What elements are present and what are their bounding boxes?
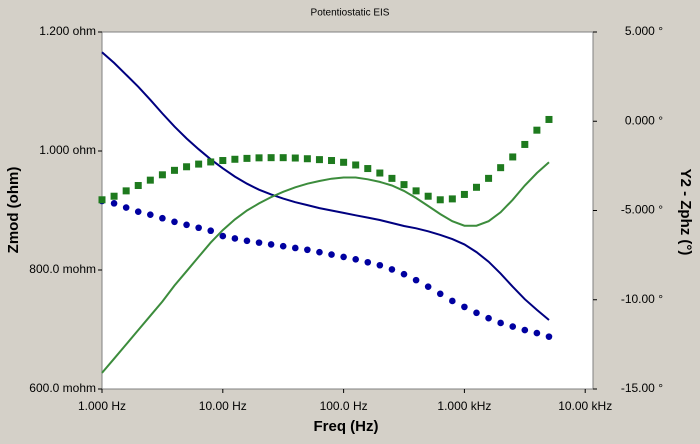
x-tick-label: 1.000 kHz: [437, 399, 491, 413]
y2-tick-label: -10.00 °: [621, 292, 663, 306]
square-marker: [509, 153, 517, 161]
x-tick-label: 1.000 Hz: [78, 399, 126, 413]
square-marker: [122, 187, 130, 195]
square-marker: [352, 161, 360, 169]
dot-marker: [340, 253, 347, 261]
series-line: [101, 161, 550, 374]
square-marker: [424, 192, 432, 200]
square-marker: [158, 171, 166, 179]
square-marker: [195, 160, 203, 168]
dot-marker: [231, 235, 239, 242]
square-marker: [231, 155, 239, 163]
dot-marker: [159, 214, 166, 222]
square-marker: [267, 154, 275, 162]
y-tick-label: 1.000 ohm: [39, 143, 96, 157]
square-marker: [279, 154, 287, 162]
y2-tick-label: 5.000 °: [625, 24, 663, 38]
dot-marker: [267, 241, 275, 248]
dot-marker: [328, 251, 335, 258]
dot-marker: [110, 200, 118, 207]
square-marker: [533, 126, 541, 134]
square-marker: [521, 140, 529, 148]
dot-marker: [255, 239, 263, 246]
dot-marker: [219, 232, 227, 240]
square-marker: [340, 158, 348, 166]
square-marker: [412, 187, 420, 195]
square-marker: [388, 174, 396, 182]
dot-marker: [533, 329, 541, 337]
square-marker: [497, 164, 505, 172]
dot-marker: [364, 258, 372, 266]
dot-marker: [147, 211, 154, 218]
dot-marker: [195, 224, 202, 232]
y-tick-label: 600.0 mohm: [29, 381, 96, 395]
dot-marker: [461, 303, 468, 311]
dot-marker: [436, 290, 444, 298]
square-marker: [303, 155, 311, 163]
dot-marker: [243, 237, 251, 245]
square-marker: [255, 154, 263, 162]
square-marker: [328, 157, 336, 165]
square-marker: [545, 115, 553, 123]
dot-marker: [134, 208, 142, 215]
square-marker: [436, 196, 444, 204]
dot-marker: [316, 248, 323, 256]
square-marker: [170, 166, 178, 174]
x-axis-label: Freq (Hz): [314, 418, 379, 435]
dot-marker: [183, 221, 190, 229]
series-line: [101, 51, 550, 321]
square-marker: [243, 154, 251, 162]
dot-marker: [352, 255, 359, 263]
square-marker: [291, 154, 299, 162]
y-axis-label: Zmod (ohm): [5, 167, 22, 254]
dot-marker: [388, 266, 396, 273]
x-tick-label: 10.00 Hz: [199, 399, 247, 413]
square-marker: [315, 156, 323, 164]
dot-marker: [122, 204, 130, 211]
dot-marker: [497, 319, 504, 327]
square-marker: [485, 174, 493, 182]
dot-marker: [279, 242, 287, 250]
square-marker: [400, 181, 408, 189]
dot-marker: [400, 270, 408, 278]
square-marker: [376, 169, 384, 177]
y2-tick-label: -5.000 °: [621, 203, 663, 217]
plot-area: [101, 31, 594, 390]
square-marker: [364, 165, 372, 173]
square-marker: [460, 190, 468, 198]
y2-tick-label: -15.00 °: [621, 381, 663, 395]
dot-marker: [304, 246, 311, 254]
y-tick-label: 1.200 ohm: [39, 24, 96, 38]
square-marker: [448, 195, 456, 203]
square-marker: [110, 192, 118, 200]
square-marker: [98, 196, 106, 204]
square-marker: [134, 182, 142, 190]
dot-marker: [509, 323, 517, 330]
dot-marker: [449, 297, 456, 305]
square-marker: [472, 183, 480, 191]
y-tick-label: 800.0 mohm: [29, 262, 96, 276]
dot-marker: [207, 227, 215, 235]
square-marker: [183, 163, 191, 171]
chart-title: Potentiostatic EIS: [311, 8, 390, 19]
square-marker: [207, 158, 215, 166]
dot-marker: [473, 309, 480, 317]
y2-tick-label: 0.000 °: [625, 113, 663, 127]
dot-marker: [171, 218, 178, 226]
dot-marker: [545, 333, 553, 340]
dot-marker: [376, 261, 384, 269]
dot-marker: [424, 283, 432, 290]
x-tick-label: 100.0 Hz: [320, 399, 368, 413]
square-marker: [219, 157, 227, 165]
dot-marker: [485, 314, 492, 322]
square-marker: [146, 176, 154, 184]
dot-marker: [291, 244, 299, 252]
dot-marker: [412, 276, 420, 284]
y2-axis-label: Y2 - Zphz (°): [677, 169, 694, 256]
dot-marker: [521, 326, 529, 334]
x-tick-label: 10.00 kHz: [558, 399, 612, 413]
